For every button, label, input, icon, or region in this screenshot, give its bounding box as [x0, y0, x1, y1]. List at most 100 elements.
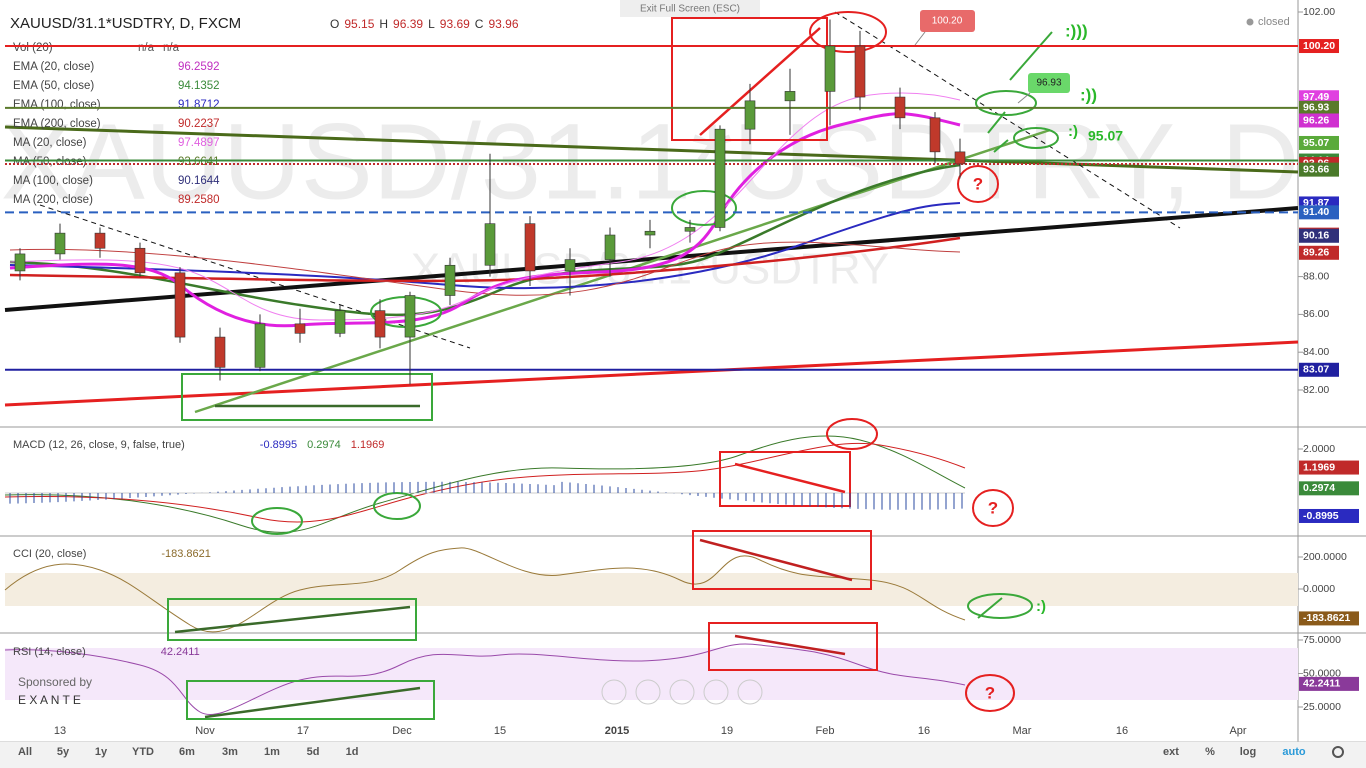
annotation-line [977, 597, 1003, 619]
time-label: Dec [392, 725, 412, 737]
legend-value: 94.1352 [178, 80, 220, 92]
pane-value: 1.1969 [351, 439, 385, 451]
price-badge [1299, 205, 1339, 220]
annotation-line [987, 111, 1006, 134]
price-label: 100.20 [1303, 40, 1335, 52]
ohlc: H [379, 17, 388, 31]
exit-bar[interactable] [620, 0, 760, 17]
annotation-ellipse [251, 507, 303, 535]
pane-badge [1299, 508, 1359, 523]
legend-value: 90.2237 [178, 118, 220, 130]
legend-value: 93.6641 [178, 156, 220, 168]
candle-body [334, 310, 346, 334]
candle-body [14, 253, 26, 272]
zoom-button[interactable] [737, 679, 763, 705]
annotation-ellipse [957, 165, 999, 203]
price-badge [1299, 113, 1339, 128]
annotation-ellipse [965, 674, 1015, 712]
range-button[interactable]: 5d [307, 746, 320, 758]
generated: O 95.15 H 96.39 L 93.69 C 93.96 Vol (20) n/a n/a EM… [5, 6, 1359, 758]
annotation-line [699, 538, 853, 582]
legend-label: MA (50, close) [13, 156, 87, 168]
candle-body [174, 272, 186, 338]
annotation-ellipse [373, 492, 421, 520]
trend-line [39, 204, 471, 349]
ma-curve [9, 241, 961, 296]
time-label: 16 [1116, 725, 1128, 737]
price-label: 82.00 [1303, 384, 1329, 396]
pane-axis-label: 25.0000 [1303, 701, 1341, 713]
time-label: 13 [54, 725, 66, 737]
range-button[interactable]: 1m [264, 746, 280, 758]
candle-body [484, 223, 496, 266]
legend-value: 97.4897 [178, 137, 220, 149]
zoom-button[interactable] [635, 679, 661, 705]
pane-axis-label: -0.8995 [1303, 510, 1339, 522]
zoom-button[interactable] [703, 679, 729, 705]
trend-line [834, 11, 1181, 229]
candle-body [404, 295, 416, 338]
price-label: 88.00 [1303, 270, 1329, 282]
annotation-box [167, 598, 417, 641]
range-button[interactable]: 1d [346, 746, 359, 758]
zoom-controls [601, 679, 763, 705]
annotation-box [708, 622, 878, 671]
ma-curve [9, 202, 961, 290]
signal-line [4, 442, 966, 523]
candle-body [644, 230, 656, 236]
annotation-line [174, 605, 411, 634]
status: closed [1258, 16, 1290, 28]
time-label: 17 [297, 725, 309, 737]
pane-value: -0.8995 [260, 439, 297, 451]
price-label: 89.26 [1303, 247, 1329, 259]
range-button[interactable]: All [18, 746, 32, 758]
range-button[interactable]: YTD [132, 746, 154, 758]
annotation-ellipse [671, 190, 737, 226]
exit-text[interactable]: Exit Full Screen (ESC) [640, 4, 740, 15]
price-label: 90.16 [1303, 230, 1329, 242]
legend-label: EMA (20, close) [13, 61, 94, 73]
range-button[interactable]: 1y [95, 746, 108, 758]
price-badge [1299, 135, 1339, 150]
legend-label: EMA (100, close) [13, 99, 101, 111]
time-label: 15 [494, 725, 506, 737]
range-button[interactable]: 5y [57, 746, 70, 758]
price-label: 96.26 [1303, 114, 1329, 126]
pane-label: RSI (14, close) [13, 646, 86, 658]
smiley: :) [1068, 123, 1078, 140]
pane-axis-label: 50.0000 [1303, 667, 1341, 679]
candle-body [254, 323, 266, 368]
range-button[interactable]: 3m [222, 746, 238, 758]
candle-body [954, 151, 966, 165]
pane-axis-label: 1.1969 [1303, 461, 1335, 473]
badge-pointer [914, 31, 926, 46]
sponsor-label: Sponsored by [18, 675, 92, 689]
time-label: 16 [918, 725, 930, 737]
candle-body [374, 310, 386, 338]
annotation-box [181, 373, 433, 421]
price-badge [1299, 228, 1339, 243]
rsi-band [5, 648, 1298, 700]
pane-axis-label: 75.0000 [1303, 634, 1341, 646]
cci-line [4, 547, 966, 633]
scale-button[interactable]: log [1240, 746, 1257, 758]
range-button[interactable]: 6m [179, 746, 195, 758]
pane-axis-label: 42.2411 [1303, 678, 1341, 690]
annotation-line [734, 634, 846, 656]
smiley: :))) [1065, 21, 1088, 40]
settings-icon[interactable] [1332, 746, 1344, 758]
annotation-box [692, 530, 872, 590]
zoom-button[interactable] [669, 679, 695, 705]
scale-button[interactable]: ext [1163, 746, 1179, 758]
badge-text: 96.93 [1036, 78, 1061, 89]
price-badge [1299, 362, 1339, 377]
smiley: :) [1036, 598, 1046, 615]
question: ? [988, 498, 998, 517]
candle-body [54, 232, 66, 255]
scale-button[interactable]: % [1205, 746, 1215, 758]
zoom-button[interactable] [601, 679, 627, 705]
legend-value: n/a [138, 42, 155, 54]
ohlc: 95.15 [344, 17, 374, 31]
scale-button[interactable]: auto [1282, 746, 1306, 758]
pane-axis-label: 0.2974 [1303, 482, 1335, 494]
